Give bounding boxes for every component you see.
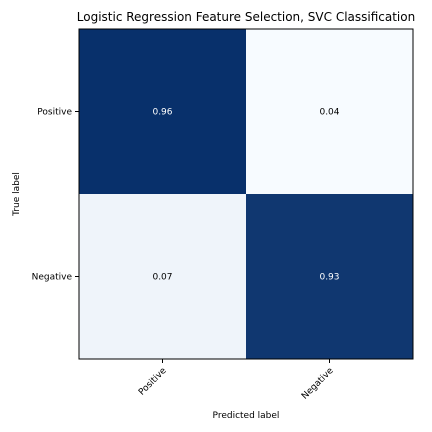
- cell-value-label-r0-c1: 0.04: [319, 108, 339, 118]
- cell-value-label-r0-c0: 0.96: [152, 108, 172, 118]
- x-tick-label-positive: Positive: [137, 366, 169, 398]
- chart-title: Logistic Regression Feature Selection, S…: [77, 10, 415, 24]
- y-tick-label-negative: Negative: [32, 273, 73, 283]
- heatmap-cells: 0.96 0.04 0.07 0.93: [79, 29, 413, 359]
- plot-frame: [78, 28, 414, 360]
- x-axis-label: Predicted label: [213, 411, 280, 421]
- y-tick-label-positive: Positive: [37, 108, 72, 118]
- heatmap-cell-r1-c0: [79, 194, 246, 359]
- cell-value-label-r1-c1: 0.93: [319, 273, 339, 283]
- y-axis-label: True label: [12, 172, 22, 217]
- cell-value-label-r1-c0: 0.07: [152, 273, 172, 283]
- heatmap-cell-r0-c1: [246, 29, 413, 194]
- x-tick-label-negative: Negative: [300, 366, 336, 402]
- heatmap-cell-r1-c1: [246, 194, 413, 359]
- heatmap-cell-r0-c0: [79, 29, 246, 194]
